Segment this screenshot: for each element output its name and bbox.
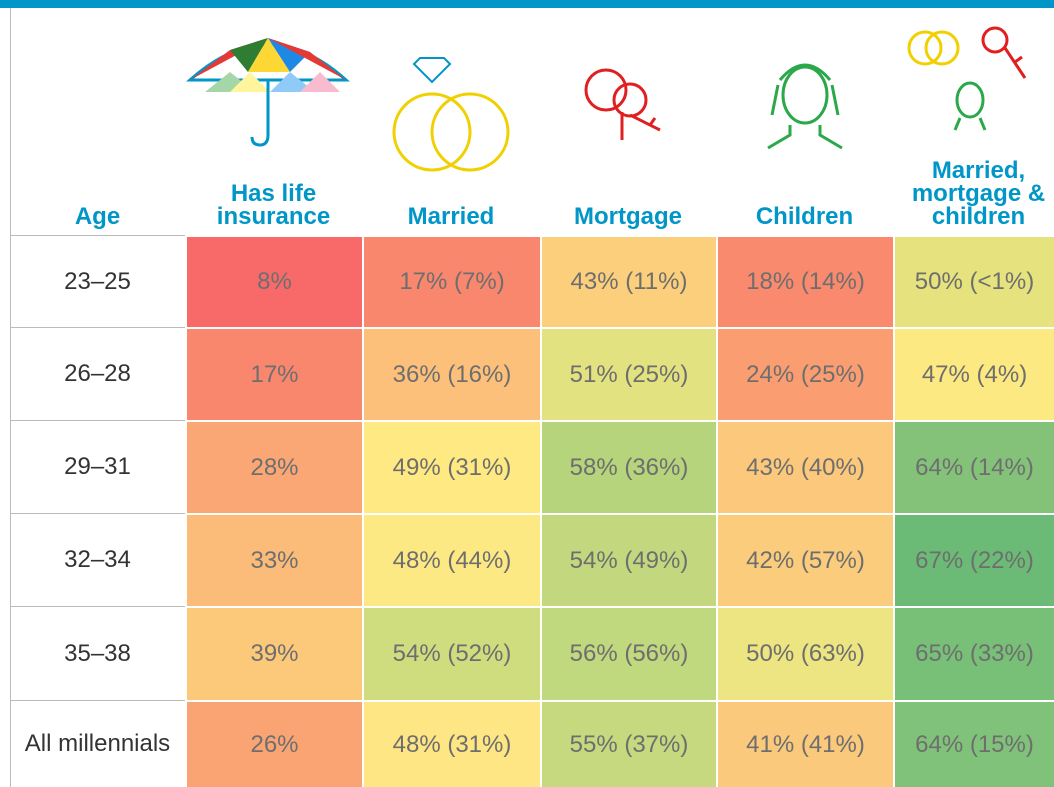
cell: 43% (11%)	[540, 235, 716, 327]
cell: 17%	[185, 327, 362, 420]
cell: 48% (44%)	[362, 513, 540, 606]
column-header: Married, mortgage & children	[911, 157, 1046, 230]
cell: 47% (4%)	[893, 327, 1054, 420]
cell: 65% (33%)	[893, 606, 1054, 700]
cell: 42% (57%)	[716, 513, 893, 606]
column-header: Children	[755, 203, 854, 230]
cell: 48% (31%)	[362, 700, 540, 787]
column-header: Age	[74, 203, 121, 230]
icons	[186, 26, 1027, 172]
top-bar	[0, 0, 1054, 8]
cell: 8%	[185, 235, 362, 327]
left-border	[10, 8, 11, 787]
cell: 54% (49%)	[540, 513, 716, 606]
column-header: Mortgage	[574, 203, 682, 230]
column-header: Has life insurance	[216, 180, 331, 230]
cell: 67% (22%)	[893, 513, 1054, 606]
cell: 33%	[185, 513, 362, 606]
cell: 64% (15%)	[893, 700, 1054, 787]
children-icon	[767, 63, 843, 150]
cell: 50% (63%)	[716, 606, 893, 700]
cell: 17% (7%)	[362, 235, 540, 327]
keys-icon	[584, 68, 661, 140]
cell: 18% (14%)	[716, 235, 893, 327]
cell: 39%	[185, 606, 362, 700]
row-label: All millennials	[10, 700, 185, 787]
cell: 64% (14%)	[893, 420, 1054, 513]
row-label: 29–31	[10, 420, 185, 513]
cell: 24% (25%)	[716, 327, 893, 420]
row-label: 23–25	[10, 235, 185, 327]
row-label: 26–28	[10, 327, 185, 420]
column-header: Married	[407, 203, 495, 230]
cell: 36% (16%)	[362, 327, 540, 420]
cell: 51% (25%)	[540, 327, 716, 420]
rings-icon	[392, 57, 510, 172]
cell: 55% (37%)	[540, 700, 716, 787]
cell: 54% (52%)	[362, 606, 540, 700]
cell: 41% (41%)	[716, 700, 893, 787]
cell: 49% (31%)	[362, 420, 540, 513]
cell: 50% (<1%)	[893, 235, 1054, 327]
cell: 56% (56%)	[540, 606, 716, 700]
row-label: 32–34	[10, 513, 185, 606]
cell: 28%	[185, 420, 362, 513]
umbrella-icon	[186, 38, 350, 147]
cell: 26%	[185, 700, 362, 787]
combo-icon	[907, 26, 1027, 131]
cell: 58% (36%)	[540, 420, 716, 513]
row-label: 35–38	[10, 606, 185, 700]
cell: 43% (40%)	[716, 420, 893, 513]
